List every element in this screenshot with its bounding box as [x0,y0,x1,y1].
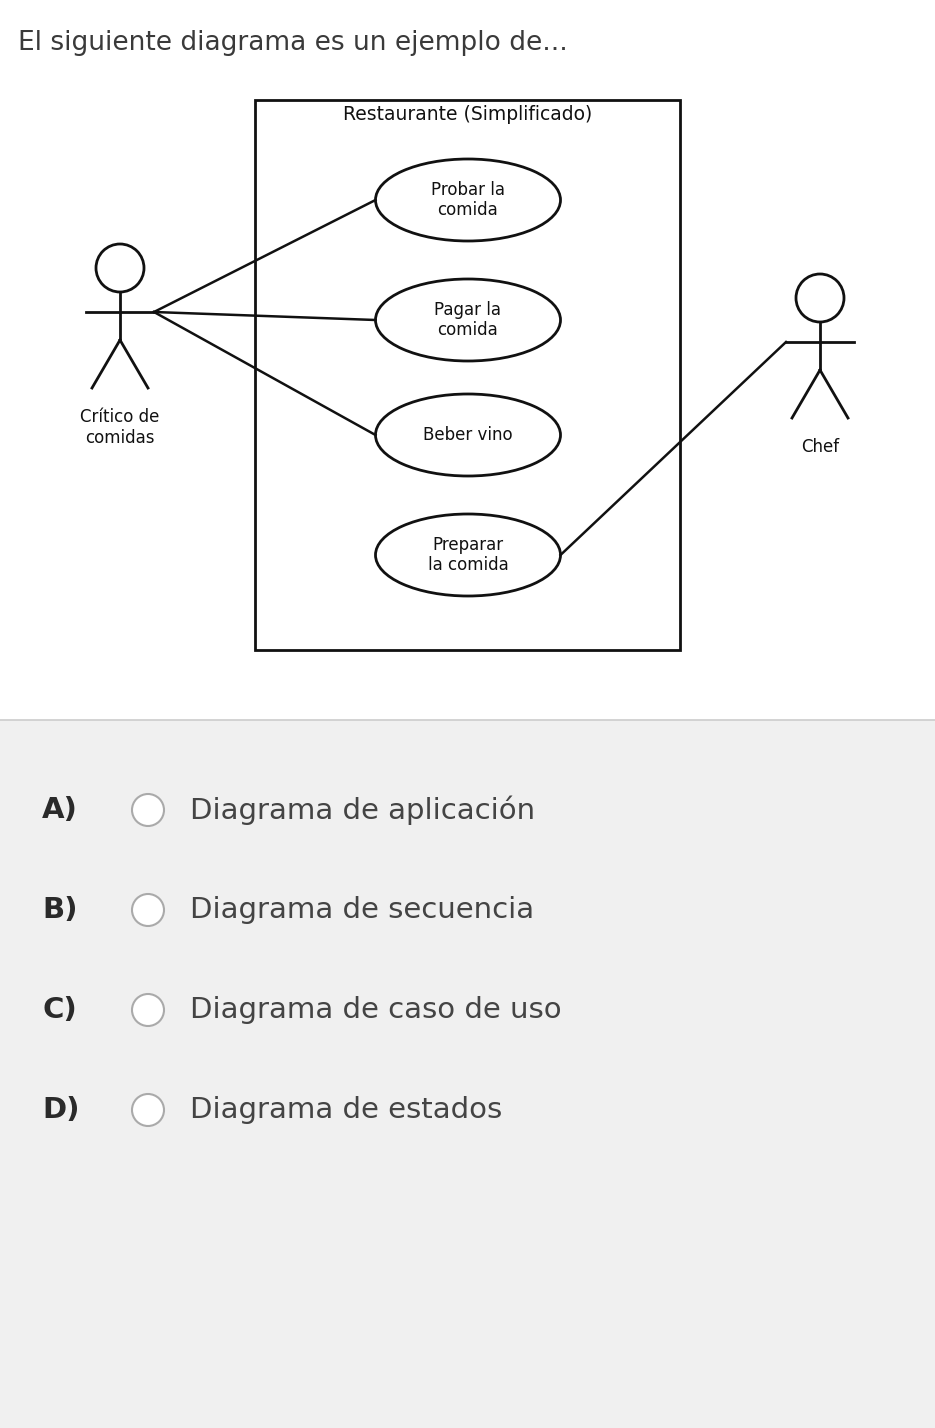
Text: Crítico de
comidas: Crítico de comidas [80,408,160,447]
Text: A): A) [42,795,78,824]
Circle shape [132,994,164,1025]
FancyBboxPatch shape [255,100,680,650]
Ellipse shape [376,514,560,595]
Text: Diagrama de estados: Diagrama de estados [190,1097,502,1124]
Ellipse shape [376,159,560,241]
Ellipse shape [376,394,560,476]
Circle shape [796,274,844,321]
Text: El siguiente diagrama es un ejemplo de...: El siguiente diagrama es un ejemplo de..… [18,30,568,56]
Text: Beber vino: Beber vino [424,426,512,444]
Text: Restaurante (Simplificado): Restaurante (Simplificado) [343,106,592,124]
Text: Chef: Chef [801,438,839,456]
Text: Diagrama de aplicación: Diagrama de aplicación [190,795,535,825]
Text: Preparar
la comida: Preparar la comida [427,536,509,574]
Text: Probar la
comida: Probar la comida [431,180,505,220]
FancyBboxPatch shape [0,0,935,720]
Circle shape [132,794,164,825]
Text: Pagar la
comida: Pagar la comida [435,301,501,340]
Text: D): D) [42,1097,79,1124]
Circle shape [132,1094,164,1127]
Circle shape [132,894,164,925]
Text: Diagrama de caso de uso: Diagrama de caso de uso [190,995,562,1024]
Ellipse shape [376,278,560,361]
Text: C): C) [42,995,77,1024]
Text: Diagrama de secuencia: Diagrama de secuencia [190,895,534,924]
Text: B): B) [42,895,78,924]
Circle shape [96,244,144,291]
